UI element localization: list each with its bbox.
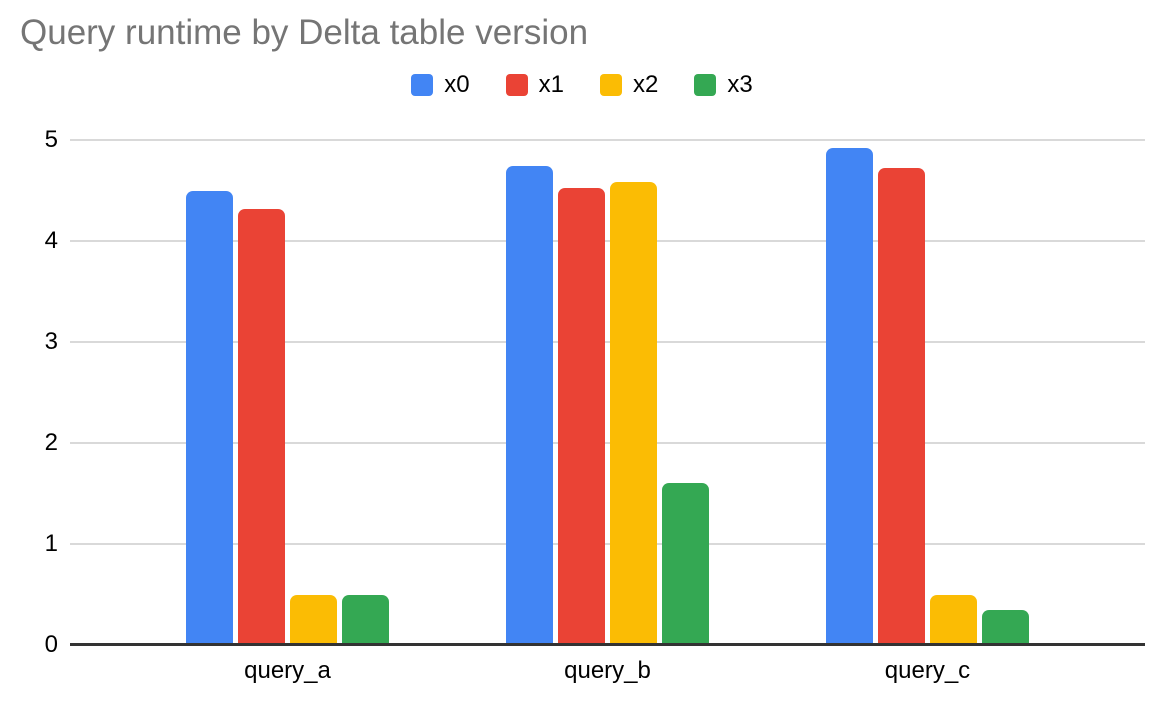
legend-swatch-x1 xyxy=(505,74,528,96)
x-axis-line xyxy=(70,643,1145,646)
bar-group-query_c xyxy=(826,140,1029,645)
legend-swatch-x2 xyxy=(600,74,622,96)
bar-x1-query_b xyxy=(558,188,605,645)
chart-title: Query runtime by Delta table version xyxy=(20,13,589,52)
bar-x3-query_c xyxy=(982,609,1029,645)
bar-x1-query_c xyxy=(878,168,925,645)
y-tick-label: 3 xyxy=(44,328,58,355)
x-category-label: query_c xyxy=(884,657,971,684)
y-tick-label: 0 xyxy=(44,631,58,658)
gridline xyxy=(70,139,1145,141)
bar-group-query_a xyxy=(186,140,389,645)
legend-item-x1: x1 xyxy=(505,71,564,98)
legend-swatch-x3 xyxy=(694,74,717,96)
y-tick-label: 1 xyxy=(44,530,58,557)
y-tick-label: 2 xyxy=(44,429,58,456)
bar-x2-query_a xyxy=(290,594,337,645)
legend-label: x1 xyxy=(538,71,564,98)
gridline xyxy=(70,543,1145,545)
legend-label: x2 xyxy=(633,71,659,98)
y-tick-label: 5 xyxy=(44,126,58,153)
y-tick-label: 4 xyxy=(44,227,58,254)
bar-x0-query_b xyxy=(506,166,553,645)
legend-item-x3: x3 xyxy=(694,71,753,98)
legend-label: x3 xyxy=(727,71,753,98)
gridline xyxy=(70,442,1145,444)
bar-x0-query_c xyxy=(826,148,873,645)
gridline xyxy=(70,240,1145,242)
bar-x2-query_b xyxy=(610,182,657,645)
legend-swatch-x0 xyxy=(411,74,434,96)
bar-group-query_b xyxy=(506,140,709,645)
legend-label: x0 xyxy=(444,71,470,98)
legend-item-x0: x0 xyxy=(411,71,470,98)
plot-area xyxy=(70,139,1145,646)
bar-x0-query_a xyxy=(186,190,233,645)
legend-item-x2: x2 xyxy=(600,72,658,98)
bar-x3-query_b xyxy=(662,483,709,645)
x-category-label: query_b xyxy=(564,657,651,684)
bar-x1-query_a xyxy=(238,208,285,645)
gridline xyxy=(70,341,1145,343)
bar-x2-query_c xyxy=(930,594,977,645)
legend: x0 x1 x2 x3 xyxy=(0,72,1164,98)
bar-x3-query_a xyxy=(342,594,389,645)
x-category-label: query_a xyxy=(244,657,331,684)
